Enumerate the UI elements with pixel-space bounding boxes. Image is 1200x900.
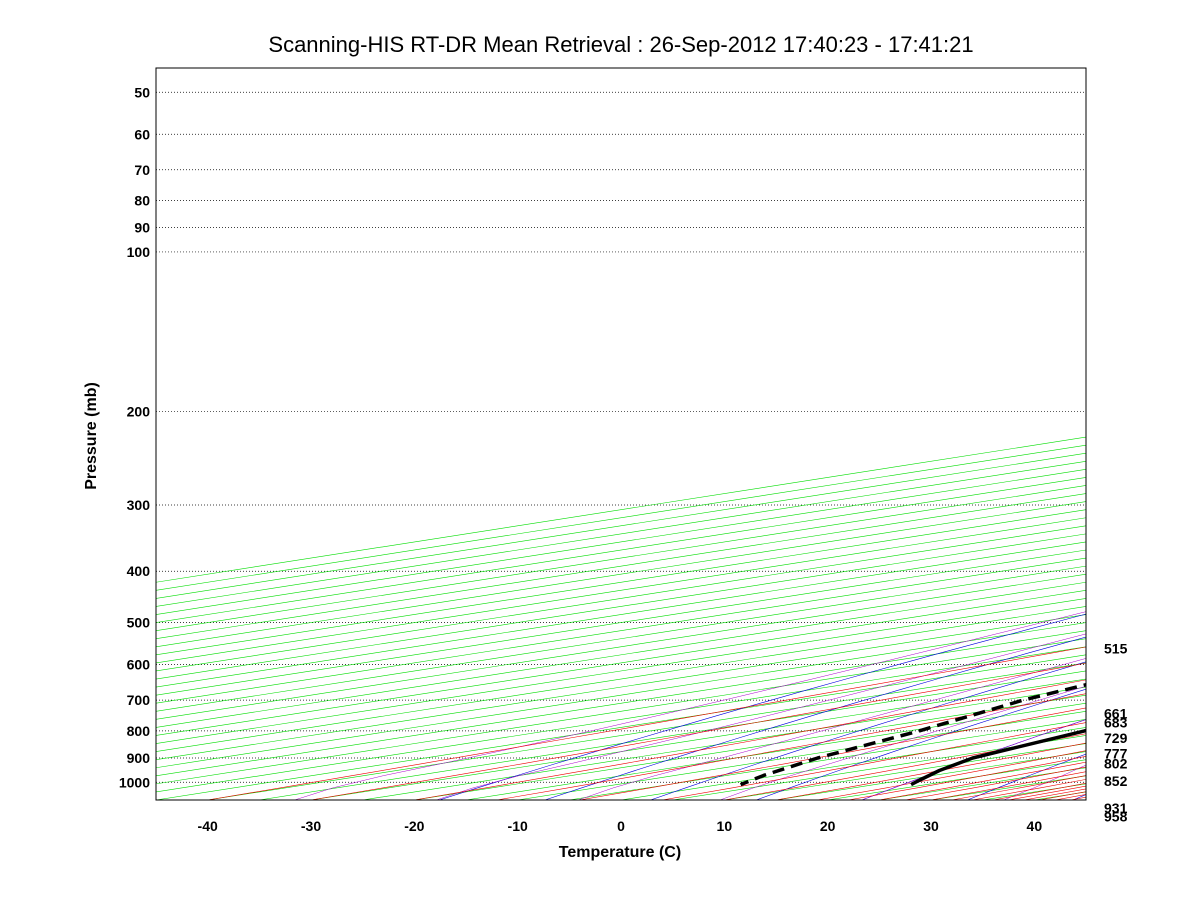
isotherm-line <box>156 606 1086 752</box>
isotherm-line <box>156 557 1086 704</box>
x-tick-label: -40 <box>198 818 218 834</box>
plot-background <box>156 68 1086 800</box>
mixing-ratio-line <box>1070 796 1086 800</box>
right-height-label: 777 <box>1104 745 1128 761</box>
y-tick-label: 60 <box>134 126 150 142</box>
isotherm-line <box>156 565 1086 712</box>
isotherm-line <box>156 646 1086 793</box>
isotherm-line <box>1138 68 1200 800</box>
y-tick-label: 400 <box>127 563 151 579</box>
moist-adiabat-line <box>436 633 1086 800</box>
dry-adiabat-line <box>1072 794 1086 800</box>
dry-adiabat-line <box>650 661 1086 800</box>
x-tick-label: 30 <box>923 818 939 834</box>
isotherm-line <box>156 654 1086 800</box>
y-tick-label: 900 <box>127 750 151 766</box>
y-axis-ticks: 50 60 70 80 90 100 200 300 400 500 600 700 800 900 100… <box>119 84 150 790</box>
isotherm-line <box>207 662 1086 800</box>
plot-area <box>155 67 1200 801</box>
y-tick-label: 800 <box>127 723 151 739</box>
isotherm-line <box>259 670 1086 800</box>
right-height-label: 683 <box>1104 715 1128 731</box>
mixing-ratio-line <box>207 646 1086 800</box>
dry-adiabat-line <box>439 613 1086 800</box>
isotherm-line <box>156 590 1086 736</box>
data-series <box>739 682 1086 787</box>
moist-adiabat-line <box>1145 68 1200 800</box>
x-tick-label: 40 <box>1027 818 1043 834</box>
isotherm-line <box>156 598 1086 744</box>
thermo-background-lines <box>156 68 1200 800</box>
plot-frame <box>155 67 1087 801</box>
right-height-label: 802 <box>1104 756 1128 772</box>
right-height-label: 729 <box>1104 730 1128 746</box>
dewpoint-profile-line <box>739 682 1086 787</box>
y-tick-label: 600 <box>127 657 151 673</box>
isotherm-line <box>156 622 1086 769</box>
isotherm-line <box>1085 799 1086 800</box>
y-tick-label: 200 <box>127 404 151 420</box>
right-height-label: 661 <box>1104 706 1128 722</box>
dry-adiabat-line <box>1179 68 1200 800</box>
x-tick-label: -10 <box>508 818 528 834</box>
mixing-ratio-line <box>310 662 1086 800</box>
y-tick-label: 1000 <box>119 774 150 790</box>
chart-title: Scanning-HIS RT-DR Mean Retrieval : 26-S… <box>268 32 973 57</box>
y-tick-label: 90 <box>134 220 150 236</box>
isotherm-line <box>156 638 1086 785</box>
x-axis-ticks: -40 -30 -20 -10 0 10 20 30 40 <box>198 818 1043 834</box>
isotherm-line <box>156 549 1086 696</box>
isotherm-line <box>156 614 1086 760</box>
isotherm-line <box>156 541 1086 688</box>
right-height-label: 515 <box>1104 641 1128 657</box>
dry-adiabat-line <box>544 636 1086 800</box>
y-tick-label: 300 <box>127 497 151 513</box>
isotherm-line <box>156 533 1086 680</box>
y-tick-label: 500 <box>127 615 151 631</box>
isotherm-line <box>156 573 1086 720</box>
y-tick-label: 100 <box>127 244 151 260</box>
x-tick-label: -20 <box>404 818 424 834</box>
right-height-label: 931 <box>1104 800 1128 816</box>
x-tick-label: 10 <box>717 818 733 834</box>
x-tick-label: 20 <box>820 818 836 834</box>
moist-adiabat-line <box>294 611 1086 800</box>
x-tick-label: 0 <box>617 818 625 834</box>
right-height-label: 852 <box>1104 773 1128 789</box>
isotherm-line <box>156 630 1086 777</box>
isotherm-line <box>1189 68 1200 800</box>
x-tick-label: -30 <box>301 818 321 834</box>
x-axis-label: Temperature (C) <box>559 844 681 861</box>
right-height-label: 958 <box>1104 808 1128 824</box>
y-tick-label: 700 <box>127 692 151 708</box>
isotherm-line <box>156 581 1086 728</box>
y-tick-label: 80 <box>134 193 150 209</box>
y-tick-label: 50 <box>134 84 150 100</box>
moist-adiabat-line <box>578 658 1086 800</box>
y-tick-label: 70 <box>134 162 150 178</box>
y-axis-label: Pressure (mb) <box>83 382 100 490</box>
temperature-profile-line <box>910 728 1086 787</box>
